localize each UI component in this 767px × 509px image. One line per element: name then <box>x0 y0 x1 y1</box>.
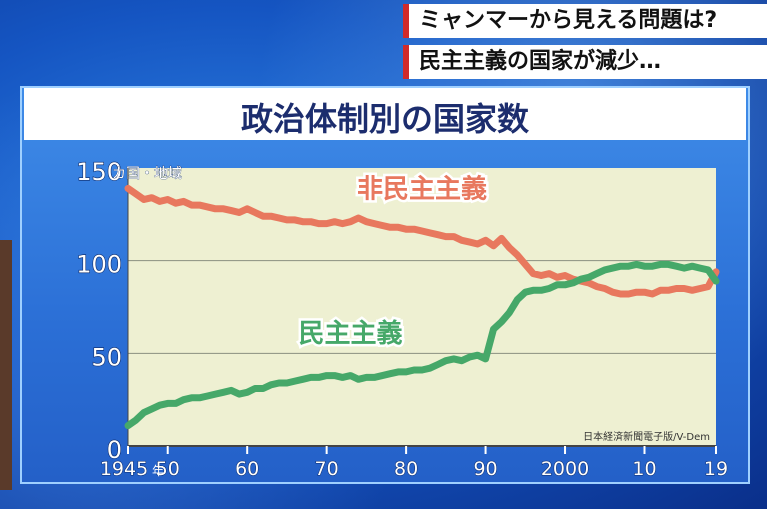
y-tick-label: 150 <box>76 158 122 186</box>
non-democracy-label: 非民主主義 <box>357 175 487 205</box>
y-tick-label: 50 <box>91 343 122 371</box>
left-edge-inset <box>0 240 12 490</box>
x-tick-label: 60 <box>235 458 259 480</box>
x-tick-label: 2000 <box>541 458 589 480</box>
x-tick-label: 80 <box>394 458 418 480</box>
chart-title: 政治体制別の国家数 <box>240 100 529 138</box>
democracy-line <box>124 260 720 430</box>
subhead-caption: 民主主義の国家が減少… <box>403 45 767 79</box>
x-tick-label: 19 <box>704 458 728 480</box>
y-unit-label: カ国・地域 <box>112 166 182 182</box>
x-tick-label: 90 <box>473 458 497 480</box>
x-tick-label: 50 <box>156 458 180 480</box>
plot-area <box>128 168 716 446</box>
y-tick-label: 100 <box>76 251 122 279</box>
chart-title-box: 政治体制別の国家数 <box>24 88 746 140</box>
y-tick-label: 0 <box>107 436 122 464</box>
x-tick-label: 70 <box>315 458 339 480</box>
non-democracy-line <box>124 184 720 298</box>
x-tick-label: 10 <box>632 458 656 480</box>
source-credit: 日本経済新聞電子版/V-Dem <box>583 430 710 443</box>
democracy-label: 民主主義 <box>298 319 402 349</box>
headline-caption: ミャンマーから見える問題は? <box>403 4 767 38</box>
x-tick-label: 1945 <box>100 458 148 480</box>
x-unit-label: 年 <box>152 464 164 478</box>
